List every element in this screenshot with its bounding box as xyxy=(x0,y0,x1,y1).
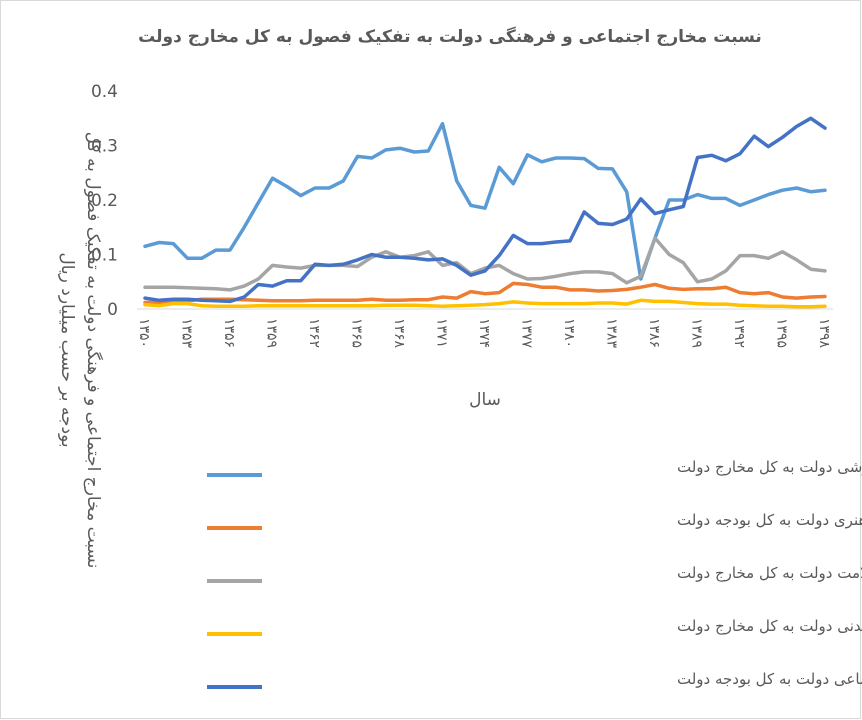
y-tick-label: 0.4 xyxy=(91,82,118,102)
legend-label: نسبت مخارج رفاه و تامین اجتماعی دولت به … xyxy=(677,670,862,689)
legend-label: نسبت مخارج آموزشی دولت به کل مخارج دولت xyxy=(677,458,862,477)
x-tick-label: ۱۳۹۵ xyxy=(774,318,790,348)
y-tick-label: 0.3 xyxy=(91,137,118,157)
x-tick-label: ۱۳۵۶ xyxy=(221,318,237,348)
legend-label: نسبت مخارج فرهنگی و هنری دولت به کل بودج… xyxy=(677,511,862,530)
y-tick-label: 0.2 xyxy=(91,191,118,211)
legend-label: نسبت مخارج بهداشتی و سلامت دولت به کل مخ… xyxy=(677,564,862,583)
x-tick-label: ۱۳۶۲ xyxy=(306,318,322,348)
y-axis-label: نسبت مخارج اجتماعی و فرهنگی دولت به تفکی… xyxy=(57,131,103,569)
x-tick-label: ۱۳۸۶ xyxy=(646,318,662,348)
x-tick-label: ۱۳۷۴ xyxy=(476,318,492,348)
chart-title: نسبت مخارج اجتماعی و فرهنگی دولت به تفکی… xyxy=(138,26,762,47)
y-tick-label: 0.1 xyxy=(91,246,118,266)
series-line xyxy=(143,116,827,304)
x-tick-label: ۱۳۶۸ xyxy=(391,318,407,349)
series-line xyxy=(143,298,827,309)
x-tick-label: ۱۳۵۹ xyxy=(264,318,280,348)
x-tick-label: ۱۳۷۱ xyxy=(434,318,450,348)
x-tick-label: ۱۳۶۵ xyxy=(349,318,365,348)
y-tick-label: 0 xyxy=(107,300,118,320)
series-line xyxy=(143,281,827,305)
legend-label: نسبت مخارج تربیت بدنی دولت به کل مخارج د… xyxy=(677,617,862,636)
series-line xyxy=(143,236,827,292)
x-tick-label: ۱۳۷۷ xyxy=(519,318,535,349)
x-axis-label: سال xyxy=(469,390,501,410)
x-tick-label: ۱۳۵۳ xyxy=(179,318,195,349)
x-tick-label: ۱۳۵۰ xyxy=(136,318,152,348)
x-tick-label: ۱۳۸۳ xyxy=(604,318,620,349)
series-line xyxy=(143,121,827,281)
x-tick-label: ۱۳۸۰ xyxy=(561,318,577,348)
x-tick-label: ۱۳۸۹ xyxy=(689,318,705,348)
x-tick-label: ۱۳۹۸ xyxy=(816,318,832,349)
x-tick-label: ۱۳۹۲ xyxy=(731,318,747,348)
